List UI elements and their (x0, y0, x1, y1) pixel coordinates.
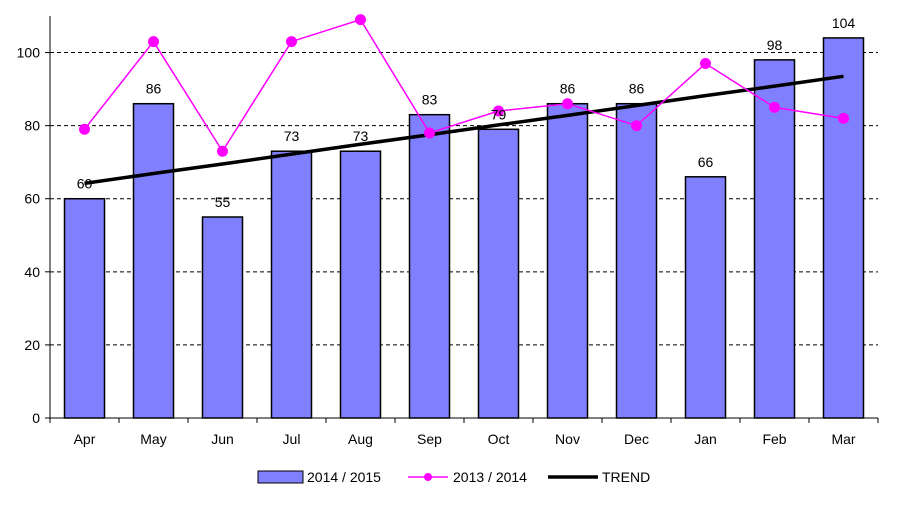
bar-value-label: 79 (491, 106, 507, 122)
bar-value-label: 73 (284, 128, 300, 144)
bar-value-label: 66 (698, 154, 714, 170)
bar (615, 102, 658, 419)
bar-value-label: 86 (560, 81, 576, 97)
line-point (217, 145, 228, 157)
bar (684, 176, 727, 419)
grid-lines (50, 52, 878, 346)
x-tick-label: Dec (624, 431, 649, 447)
x-tick-label: Oct (488, 431, 510, 447)
line-point (79, 123, 90, 135)
x-tick-label: Mar (831, 431, 855, 447)
bar-value-label: 55 (215, 194, 231, 210)
series-line (83, 18, 844, 153)
line-point (286, 36, 297, 48)
data-labels: 60 86 55 73 73 83 79 86 86 66 98 104 (77, 15, 856, 210)
y-tick-label: 20 (24, 337, 40, 353)
legend-label: 2014 / 2015 (307, 469, 381, 485)
x-tick-label: May (140, 431, 166, 447)
line-point (148, 36, 159, 48)
legend: 2014 / 2015 2013 / 2014 TREND (257, 469, 650, 485)
legend-swatch-marker (424, 473, 432, 481)
line-point (562, 98, 573, 110)
axes: 0 20 40 60 80 100 Apr May Jun Jul Aug Sep Oct Nov Dec J… (17, 16, 879, 447)
line-point (838, 112, 849, 124)
bar (201, 216, 244, 419)
line-series (79, 14, 849, 157)
x-tick-label: Feb (762, 431, 786, 447)
y-tick-label: 80 (24, 118, 40, 134)
bar-value-label: 83 (422, 92, 438, 108)
trend-line (84, 74, 844, 186)
y-tick-label: 100 (17, 45, 41, 61)
bar (132, 102, 175, 419)
legend-swatch-bar (257, 470, 304, 484)
y-tick-label: 40 (24, 264, 40, 280)
bar (270, 150, 313, 419)
line-point (424, 127, 435, 139)
bar-value-label: 86 (629, 81, 645, 97)
bar (477, 128, 520, 419)
bar-value-label: 86 (146, 81, 162, 97)
bar (822, 37, 865, 419)
x-tick-label: Aug (348, 431, 373, 447)
legend-label: 2013 / 2014 (453, 469, 527, 485)
legend-label: TREND (602, 469, 650, 485)
y-tick-label: 60 (24, 191, 40, 207)
bar-series (63, 37, 865, 419)
legend-entry: TREND (548, 469, 650, 485)
x-tick-label: Nov (555, 431, 580, 447)
line-point (769, 101, 780, 113)
bar (546, 102, 589, 419)
bar (408, 113, 451, 419)
bar-value-label: 98 (767, 37, 783, 53)
line-point (493, 105, 504, 117)
legend-entry: 2014 / 2015 (257, 469, 381, 485)
trend-series (84, 74, 844, 186)
line-point (355, 14, 366, 26)
x-tick-label: Jan (694, 431, 717, 447)
x-tick-label: Sep (417, 431, 442, 447)
line-point (700, 58, 711, 70)
bar-value-label: 73 (353, 128, 369, 144)
bar-value-label: 104 (832, 15, 856, 31)
x-tick-label: Apr (74, 431, 96, 447)
y-tick-label: 0 (32, 410, 40, 426)
x-tick-label: Jul (283, 431, 301, 447)
line-point (631, 120, 642, 132)
bar (339, 150, 382, 419)
x-tick-label: Jun (211, 431, 234, 447)
legend-entry: 2013 / 2014 (408, 469, 527, 485)
bar (63, 197, 106, 419)
bar (753, 59, 796, 419)
bar-value-label: 60 (77, 176, 93, 192)
